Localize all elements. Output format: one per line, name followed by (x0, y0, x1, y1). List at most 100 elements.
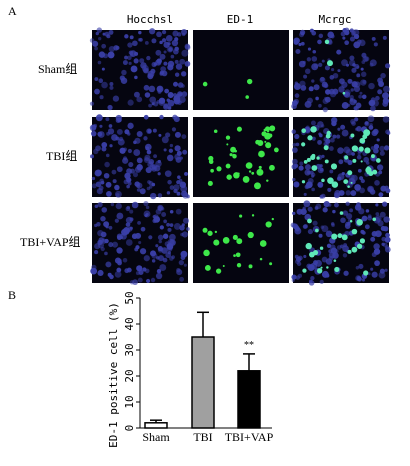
ed1-cell (235, 252, 241, 258)
nucleus (362, 79, 367, 84)
ed1-cell (351, 228, 358, 235)
ed1-cell (362, 134, 368, 140)
nucleus (151, 61, 157, 68)
nucleus (163, 41, 170, 48)
nucleus (295, 48, 301, 54)
nucleus (127, 122, 134, 129)
nucleus (322, 207, 328, 213)
nucleus (370, 105, 376, 112)
ed1-cell (202, 81, 208, 87)
nucleus (382, 35, 387, 40)
nucleus (372, 128, 379, 135)
nucleus (311, 63, 319, 71)
nucleus (109, 85, 114, 90)
nucleus (94, 77, 99, 82)
nucleus (349, 208, 354, 213)
nucleus (151, 259, 156, 263)
nucleus (96, 27, 103, 33)
row-label: Sham组 (38, 62, 77, 76)
nucleus (311, 30, 317, 36)
nucleus (340, 31, 346, 37)
ed1-cell (263, 128, 267, 132)
nucleus (351, 81, 358, 88)
nucleus (146, 278, 151, 284)
nucleus (345, 201, 350, 206)
nucleus (384, 245, 390, 250)
nucleus (297, 255, 303, 261)
nucleus (150, 277, 156, 283)
nucleus (311, 136, 316, 141)
nucleus (384, 63, 391, 69)
nucleus (380, 72, 386, 79)
nucleus (152, 214, 156, 219)
nucleus (373, 42, 378, 47)
nucleus (295, 142, 300, 147)
nucleus (132, 40, 138, 47)
nucleus (94, 204, 99, 209)
nucleus (109, 144, 113, 148)
nucleus (327, 31, 335, 39)
ed1-cell (259, 257, 263, 261)
nucleus (338, 86, 345, 93)
nucleus (368, 99, 375, 107)
nucleus (322, 107, 328, 113)
nucleus (297, 273, 303, 278)
nucleus (123, 179, 129, 185)
nucleus (374, 215, 382, 222)
nucleus (124, 55, 128, 60)
nucleus (139, 58, 145, 64)
ed1-cell (376, 158, 381, 163)
nucleus (105, 225, 109, 229)
nucleus (330, 222, 335, 226)
nucleus (134, 247, 139, 252)
nucleus (181, 190, 188, 197)
nucleus (343, 270, 349, 276)
nucleus (143, 114, 149, 120)
nucleus (157, 159, 161, 164)
nucleus (371, 36, 376, 41)
ed1-cell (319, 246, 324, 250)
nucleus (94, 250, 99, 255)
nucleus (130, 65, 138, 73)
nucleus (351, 67, 357, 73)
nucleus (136, 96, 143, 103)
nucleus (90, 130, 97, 137)
nucleus (140, 226, 146, 232)
nucleus (133, 149, 141, 156)
nucleus (147, 73, 154, 80)
nucleus (292, 142, 297, 147)
nucleus (308, 280, 315, 286)
nucleus (127, 148, 132, 154)
nucleus (104, 31, 110, 37)
nucleus (315, 203, 322, 210)
nucleus (101, 67, 105, 71)
nucleus (365, 209, 370, 213)
nucleus (379, 150, 385, 156)
ed1-cell (245, 95, 249, 99)
nucleus (173, 48, 179, 55)
nucleus (181, 223, 185, 227)
nucleus (304, 169, 311, 176)
nucleus (121, 69, 127, 76)
nucleus (162, 233, 169, 239)
ed1-cell (246, 78, 253, 85)
nucleus (157, 247, 164, 253)
ed1-cell (213, 129, 218, 134)
ed1-cell (301, 180, 306, 184)
nucleus (291, 158, 298, 165)
nucleus (181, 134, 187, 140)
nucleus (144, 214, 148, 218)
nucleus (137, 38, 142, 42)
nucleus (136, 131, 143, 137)
nucleus (176, 191, 181, 196)
ed1-cell (253, 182, 261, 190)
nucleus (303, 224, 309, 229)
x-tick-label: TBI+VAP (225, 430, 274, 444)
nucleus (99, 95, 104, 100)
nucleus (363, 156, 370, 163)
nucleus (374, 260, 380, 267)
nucleus (364, 224, 370, 230)
nucleus (318, 133, 323, 138)
